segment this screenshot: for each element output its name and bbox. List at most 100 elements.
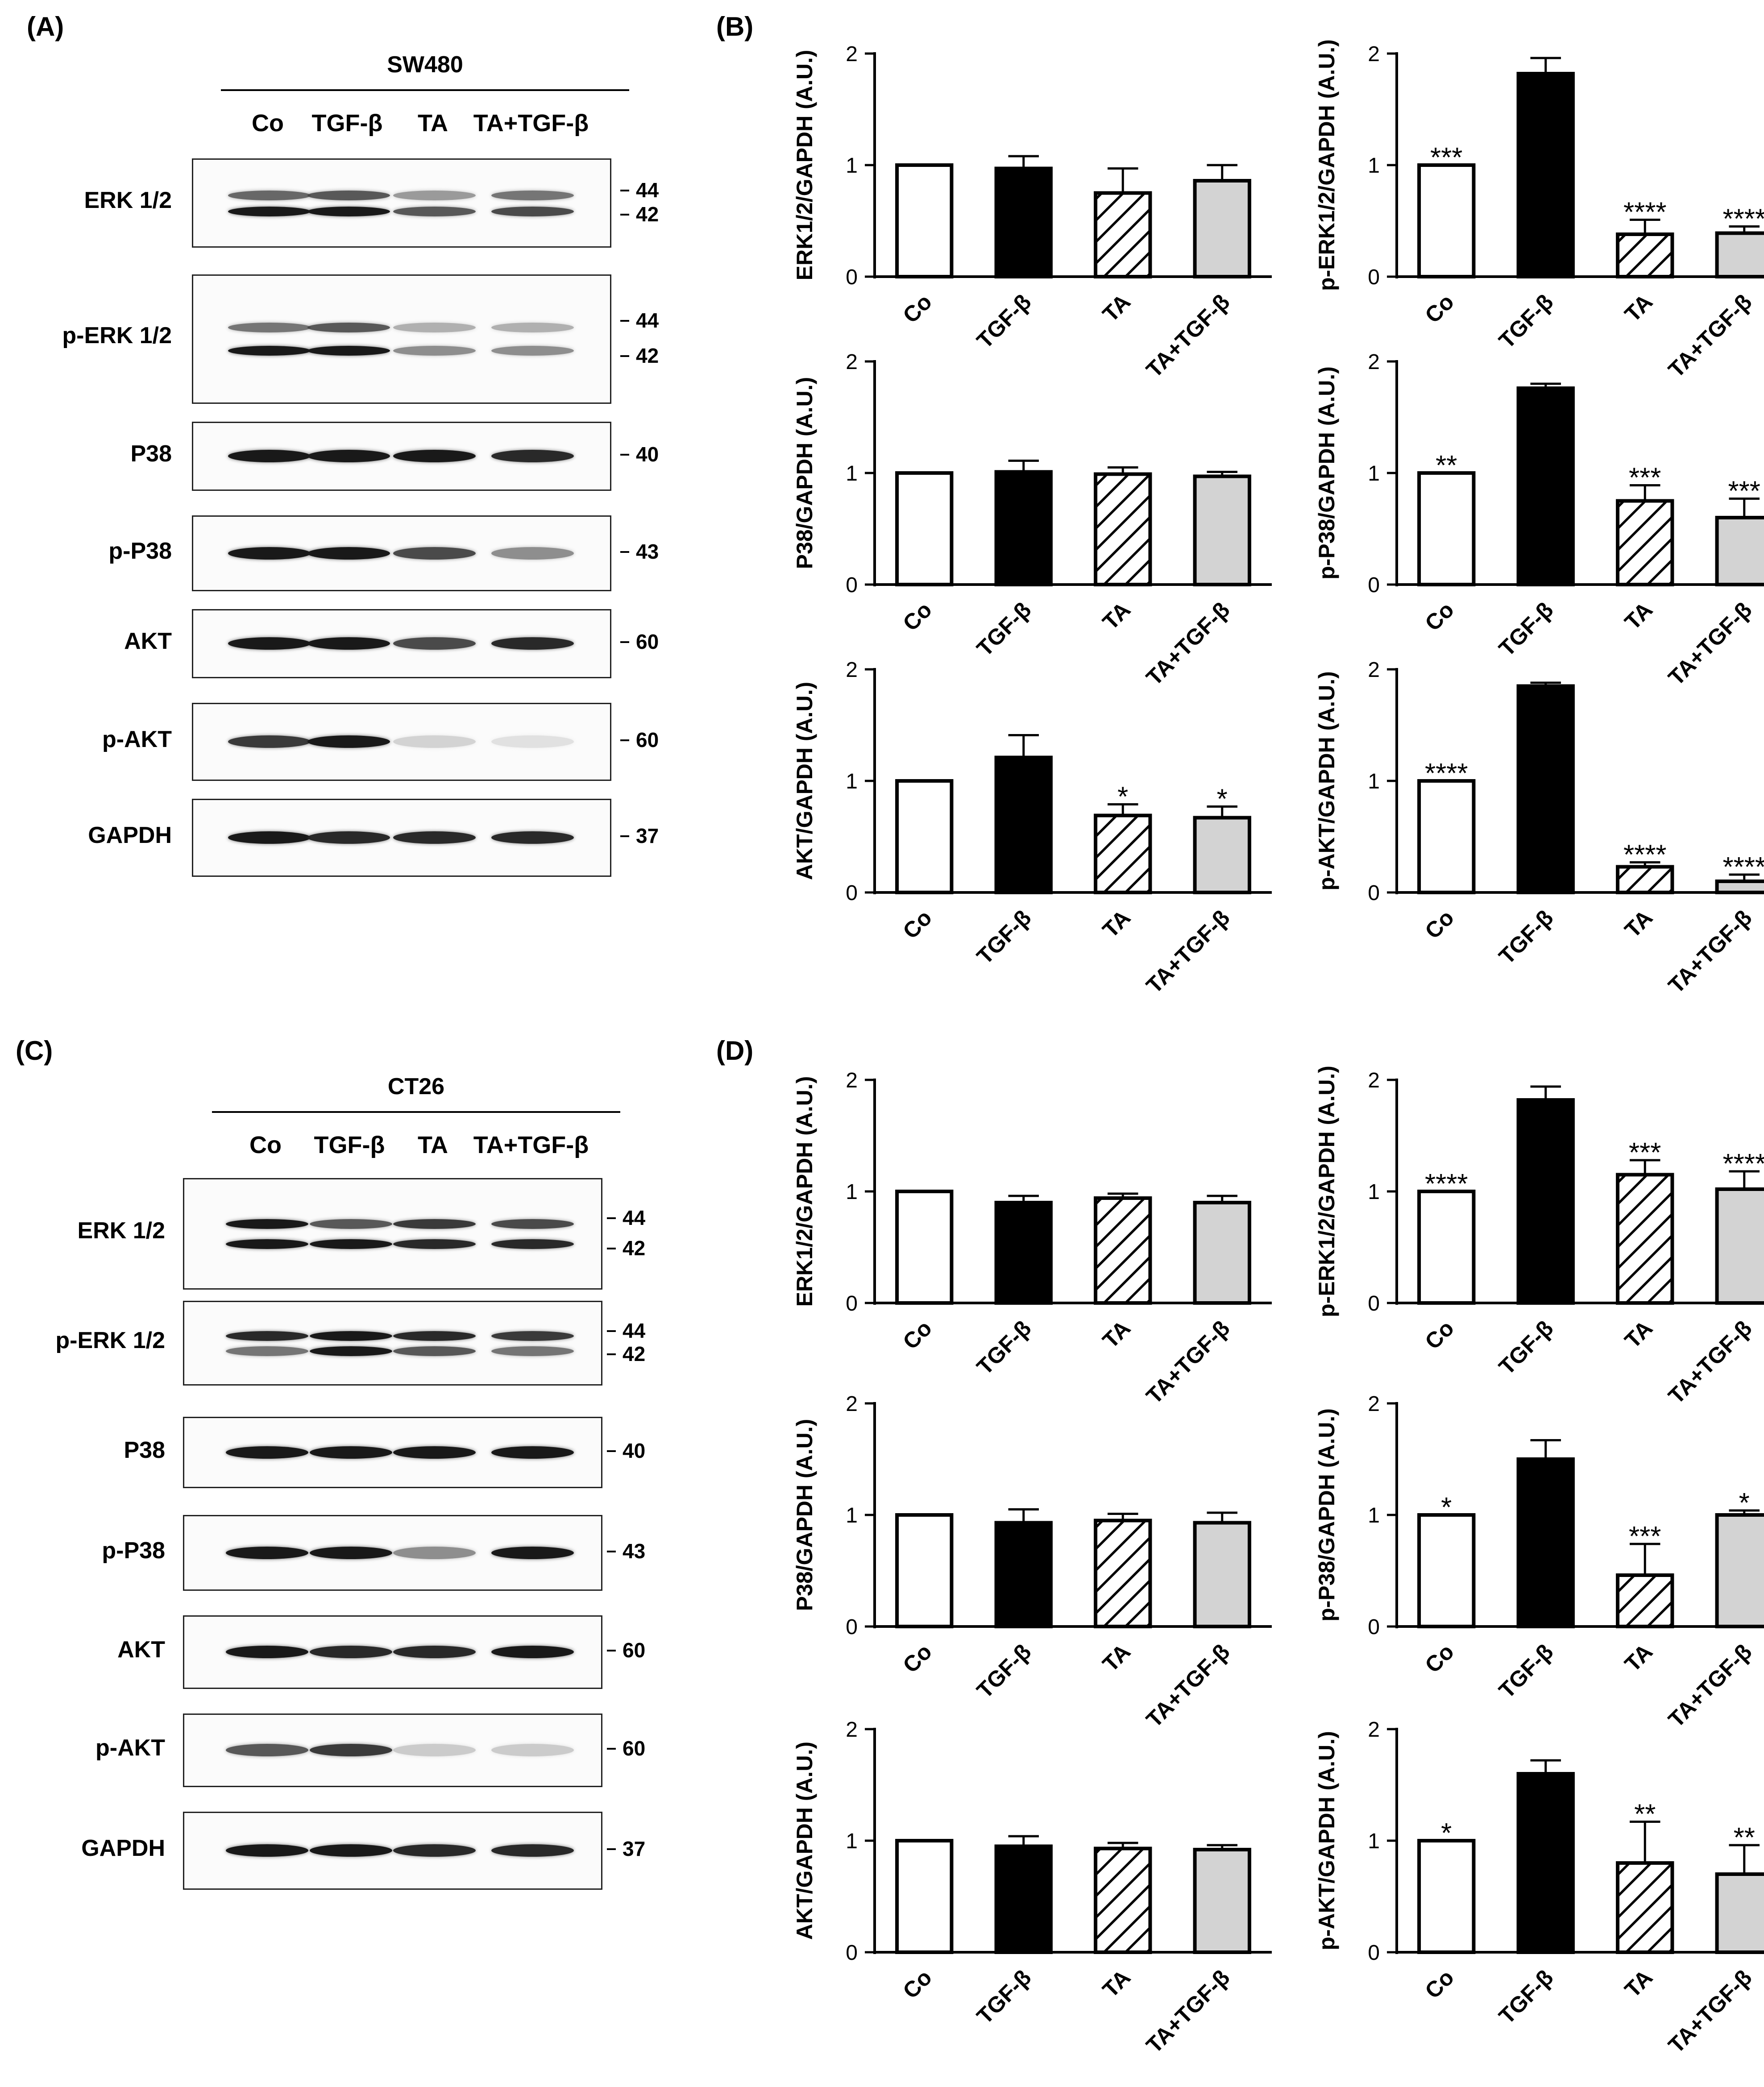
protein-band (228, 637, 311, 650)
protein-band (393, 547, 476, 560)
bar-ta (1094, 1196, 1152, 1305)
bar-co (1417, 1190, 1476, 1305)
bar-ta (1094, 191, 1152, 278)
mw-marker-tick (607, 1353, 616, 1355)
x-tick-label: TA (1620, 289, 1657, 327)
blot-protein-label: p-ERK 1/2 (55, 1328, 165, 1354)
chart-b-p-erk12: p-ERK1/2/GAPDH (A.U.) 0 1 2 *** Co TGF-β **** TA… (1307, 36, 1764, 393)
protein-band (491, 191, 574, 200)
chart-d-p-erk12: p-ERK1/2/GAPDH (A.U.) 0 1 2 **** Co TGF-β *** TA… (1307, 1062, 1764, 1419)
protein-band (225, 1446, 308, 1459)
mw-marker-label: 42 (636, 344, 659, 367)
protein-band (393, 1331, 476, 1341)
bar-ta-tgf- (1715, 1187, 1764, 1305)
bar-ta-tgf- (1193, 474, 1251, 586)
cell-line-title: CT26 (387, 1074, 445, 1100)
protein-band (393, 735, 476, 748)
mw-marker-label: 40 (636, 443, 659, 466)
protein-band (309, 1446, 392, 1459)
mw-marker-tick (620, 454, 629, 456)
blot-image (183, 1178, 602, 1290)
bar-tgf- (1516, 684, 1575, 894)
x-tick-label: Co (898, 1315, 937, 1354)
bar-co (1417, 471, 1476, 586)
panel-letter-a: (A) (27, 12, 64, 41)
mw-marker-tick (620, 214, 629, 216)
protein-band (228, 450, 311, 463)
significance-label: **** (1425, 758, 1468, 789)
protein-band (491, 1646, 574, 1659)
protein-band (307, 207, 390, 216)
protein-band (491, 207, 574, 216)
y-tick-label: 1 (1368, 462, 1380, 485)
protein-band (491, 735, 574, 748)
x-tick-label: TA (1098, 597, 1135, 635)
protein-band (225, 1646, 308, 1659)
protein-band (393, 346, 476, 356)
x-tick-label: TGF-β (972, 1315, 1036, 1380)
x-tick-label: Co (1420, 905, 1459, 944)
y-tick-label: 0 (846, 1615, 858, 1639)
mw-marker-label: 42 (623, 1342, 646, 1365)
protein-band (393, 1219, 476, 1229)
protein-band (393, 1646, 476, 1659)
blot-protein-label: p-P38 (102, 1537, 165, 1564)
x-tick-label: Co (1420, 1639, 1459, 1678)
bar-ta (1094, 1846, 1152, 1954)
y-tick-label: 2 (1368, 42, 1380, 66)
y-tick-label: 0 (1368, 266, 1380, 289)
mw-marker-label: 42 (623, 1236, 646, 1260)
blot-image (183, 1417, 602, 1488)
y-tick-label: 2 (846, 42, 858, 66)
x-tick-label: TA (1620, 1315, 1657, 1353)
bar-tgf- (1516, 1098, 1575, 1305)
chart-d-p-p38: p-P38/GAPDH (A.U.) 0 1 2 * Co TGF-β *** TA * TA+TG… (1307, 1386, 1764, 1743)
cell-line-title: SW480 (387, 52, 463, 78)
protein-band (309, 1346, 392, 1357)
y-tick-label: 1 (1368, 1180, 1380, 1204)
protein-band (307, 450, 390, 463)
bar-tgf- (994, 755, 1053, 894)
blot-protein-label: ERK 1/2 (77, 1218, 165, 1244)
y-tick-label: 0 (1368, 1941, 1380, 1965)
mw-marker-tick (620, 835, 629, 837)
protein-band (228, 346, 311, 356)
significance-label: ** (1436, 450, 1457, 481)
blot-protein-label: AKT (117, 1637, 165, 1663)
mw-marker-label: 42 (636, 203, 659, 226)
bar-ta (1094, 472, 1152, 586)
significance-label: **** (1722, 204, 1764, 235)
significance-label: * (1739, 1488, 1750, 1519)
lane-label: TA (418, 1132, 448, 1158)
cell-line-rule (212, 1111, 620, 1113)
x-tick-label: TGF-β (972, 1965, 1036, 2029)
mw-marker-label: 60 (636, 728, 659, 751)
significance-label: * (1441, 1818, 1452, 1849)
mw-marker-label: 44 (636, 178, 659, 202)
x-tick-label: TA (1098, 1965, 1135, 2002)
y-tick-label: 1 (846, 1504, 858, 1527)
protein-band (225, 1546, 308, 1559)
blot-image (183, 1714, 602, 1787)
bar-chart-svg: p-P38/GAPDH (A.U.)012**Co TGF-β***TA***TA… (1314, 350, 1764, 690)
y-tick-label: 2 (846, 1718, 858, 1742)
bar-ta-tgf- (1715, 231, 1764, 278)
x-tick-label: TA (1098, 905, 1135, 942)
protein-band (393, 207, 476, 216)
x-tick-label: Co (1420, 1315, 1459, 1354)
bar-ta-tgf- (1715, 880, 1764, 894)
bar-tgf- (1516, 72, 1575, 278)
bar-co (895, 1839, 954, 1954)
y-axis-label: p-P38/GAPDH (A.U.) (1314, 1408, 1339, 1622)
significance-label: ** (1634, 1799, 1656, 1830)
x-tick-label: Co (1420, 597, 1459, 636)
y-tick-label: 1 (1368, 1830, 1380, 1853)
x-tick-label: TA (1620, 1965, 1657, 2002)
lane-label: Co (252, 110, 284, 137)
protein-band (225, 1331, 308, 1341)
protein-band (491, 547, 574, 560)
bar-tgf- (994, 1201, 1053, 1305)
panel-letter-b: (B) (716, 12, 754, 41)
protein-band (307, 346, 390, 356)
